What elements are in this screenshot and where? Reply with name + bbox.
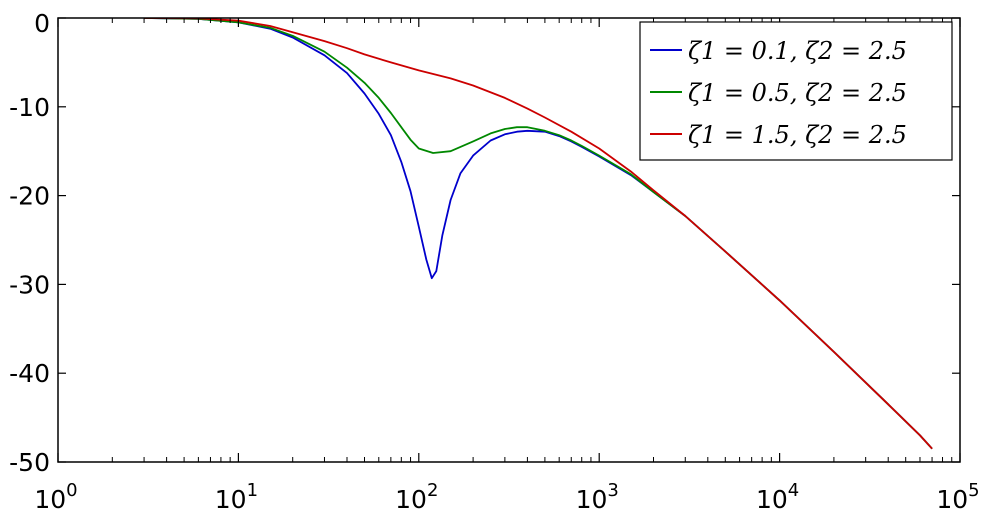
x-tick-exponent: 2 (427, 480, 438, 501)
x-tick-base: 10 (756, 485, 788, 514)
x-tick-base: 10 (576, 485, 608, 514)
x-tick-exponent: 0 (66, 480, 77, 501)
plot-frame (57, 17, 961, 463)
x-tick-exponent: 5 (968, 480, 979, 501)
x-tick-label: 104 (756, 480, 799, 514)
x-tick-label: 101 (215, 480, 258, 514)
x-tick-base: 10 (936, 485, 968, 514)
x-tick-exponent: 4 (788, 480, 799, 501)
legend-label-1: ζ1 = 0.1, ζ2 = 2.5 (688, 37, 907, 65)
x-tick-exponent: 1 (247, 480, 258, 501)
y-tick-label: -10 (9, 93, 50, 122)
legend-box (639, 21, 953, 161)
y-tick-label: 0 (34, 9, 50, 38)
y-tick-label: -30 (9, 270, 50, 299)
series-line-3 (144, 18, 933, 450)
x-tick-base: 10 (34, 485, 66, 514)
x-tick-base: 10 (215, 485, 247, 514)
legend-label-2: ζ1 = 0.5, ζ2 = 2.5 (688, 79, 907, 107)
x-tick-label: 102 (395, 480, 438, 514)
legend: ζ1 = 0.1, ζ2 = 2.5 ζ1 = 0.5, ζ2 = 2.5 ζ1 =… (639, 21, 953, 161)
x-tick-base: 10 (395, 485, 427, 514)
x-tick-label: 100 (34, 480, 77, 514)
x-tick-label: 103 (576, 480, 619, 514)
y-tick-label: -20 (9, 182, 50, 211)
series-layer (144, 18, 933, 450)
y-tick-label: -40 (9, 359, 50, 388)
y-tick-label: -50 (9, 448, 50, 477)
legend-label-3: ζ1 = 1.5, ζ2 = 2.5 (688, 121, 907, 149)
x-tick-exponent: 3 (607, 480, 618, 501)
x-tick-label: 105 (936, 480, 979, 514)
